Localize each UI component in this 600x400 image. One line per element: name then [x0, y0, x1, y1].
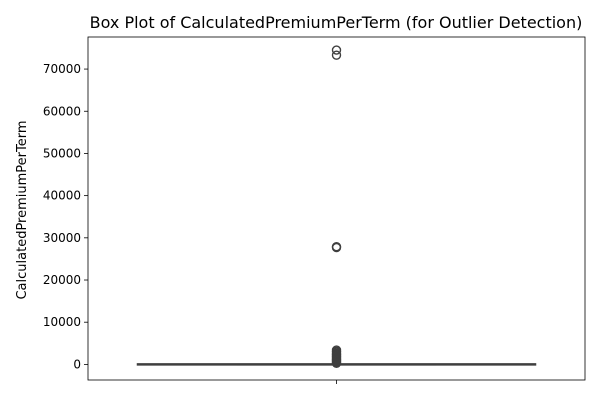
outlier-point [331, 45, 342, 55]
y-tick-label: 50000 [43, 146, 81, 160]
y-tick-label: 30000 [43, 231, 81, 245]
outlier-point [331, 358, 342, 369]
chart-title: Box Plot of CalculatedPremiumPerTerm (fo… [90, 13, 583, 32]
box-plot-marks [136, 45, 537, 369]
y-axis-label: CalculatedPremiumPerTerm [15, 120, 30, 299]
outlier-point [331, 242, 342, 253]
plot-frame [87, 36, 586, 381]
y-tick-label: 0 [73, 357, 81, 371]
y-tick-label: 40000 [43, 189, 81, 203]
y-tick-label: 10000 [43, 315, 81, 329]
y-axis-ticks: 0 10000 20000 30000 40000 50000 60000 70000 [43, 62, 337, 384]
outlier-point [331, 50, 342, 60]
y-tick-label: 20000 [43, 273, 81, 287]
y-tick-label: 60000 [43, 104, 81, 118]
y-tick-label: 70000 [43, 62, 81, 76]
